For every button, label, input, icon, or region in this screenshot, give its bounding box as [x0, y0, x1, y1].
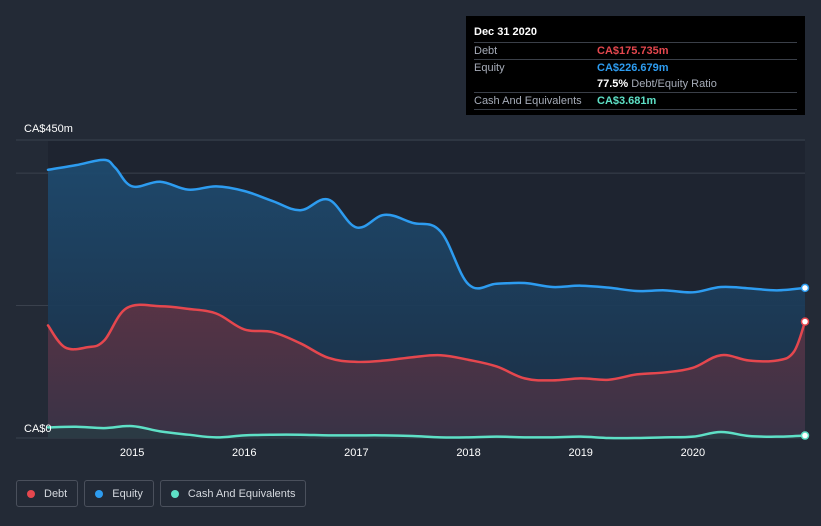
x-axis-labels: 2015 2016 2017 2018 2019 2020: [120, 447, 705, 459]
x-tick-label-2017: 2017: [344, 447, 368, 459]
line-layer: [46, 158, 807, 440]
legend-cash-label: Cash And Equivalents: [187, 487, 296, 500]
tooltip-debt-value: CA$175.735m: [597, 45, 669, 57]
area-layer: [48, 159, 805, 439]
tooltip-cash-row: Cash And Equivalents CA$3.681m: [474, 93, 797, 110]
equity-line: [46, 158, 807, 294]
legend-debt-toggle[interactable]: Debt: [16, 480, 79, 507]
tooltip-ratio-label: Debt/Equity Ratio: [631, 78, 717, 90]
debt-line: [46, 303, 807, 382]
x-tick-label-2019: 2019: [568, 447, 592, 459]
y-axis-labels: CA$450m CA$0: [24, 123, 73, 435]
legend-equity-label: Equity: [112, 487, 143, 500]
tooltip-equity-row: Equity CA$226.679m: [474, 60, 797, 76]
debt-end-marker: [800, 317, 810, 326]
legend-cash-toggle[interactable]: Cash And Equivalents: [159, 480, 307, 507]
x-tick-label-2020: 2020: [681, 447, 705, 459]
tooltip-ratio-row: 77.5% Debt/Equity Ratio: [474, 76, 797, 93]
tooltip-ratio: 77.5% Debt/Equity Ratio: [597, 76, 717, 92]
x-tick-label-2018: 2018: [456, 447, 480, 459]
debt-area: [48, 304, 805, 438]
y-tick-label-450: CA$450m: [24, 123, 73, 135]
tooltip-panel: Dec 31 2020 Debt CA$175.735m Equity CA$2…: [466, 16, 805, 115]
x-tick-label-2015: 2015: [120, 447, 144, 459]
tooltip-ratio-value: 77.5%: [597, 78, 629, 90]
y-tick-label-0: CA$0: [24, 423, 52, 435]
cash-end-marker: [800, 431, 810, 440]
equity-dot-icon: [95, 489, 104, 498]
equity-end-marker: [800, 283, 810, 293]
tooltip-date: Dec 31 2020: [474, 24, 797, 43]
legend: Debt Equity Cash And Equivalents: [16, 480, 307, 507]
tooltip-cash-label: Cash And Equivalents: [474, 95, 582, 107]
tooltip-cash-value: CA$3.681m: [597, 95, 657, 107]
tooltip-debt-label: Debt: [474, 45, 498, 57]
end-markers: [800, 283, 810, 440]
debt-dot-icon: [27, 489, 35, 498]
tooltip-equity-label: Equity: [474, 62, 505, 74]
legend-equity-toggle[interactable]: Equity: [84, 480, 154, 507]
x-tick-label-2016: 2016: [232, 447, 256, 459]
tooltip-debt-row: Debt CA$175.735m: [474, 43, 797, 60]
legend-debt-label: Debt: [44, 487, 68, 500]
cash-line: [46, 424, 807, 440]
cash-dot-icon: [170, 489, 179, 498]
tooltip-equity-value: CA$226.679m: [597, 62, 669, 74]
